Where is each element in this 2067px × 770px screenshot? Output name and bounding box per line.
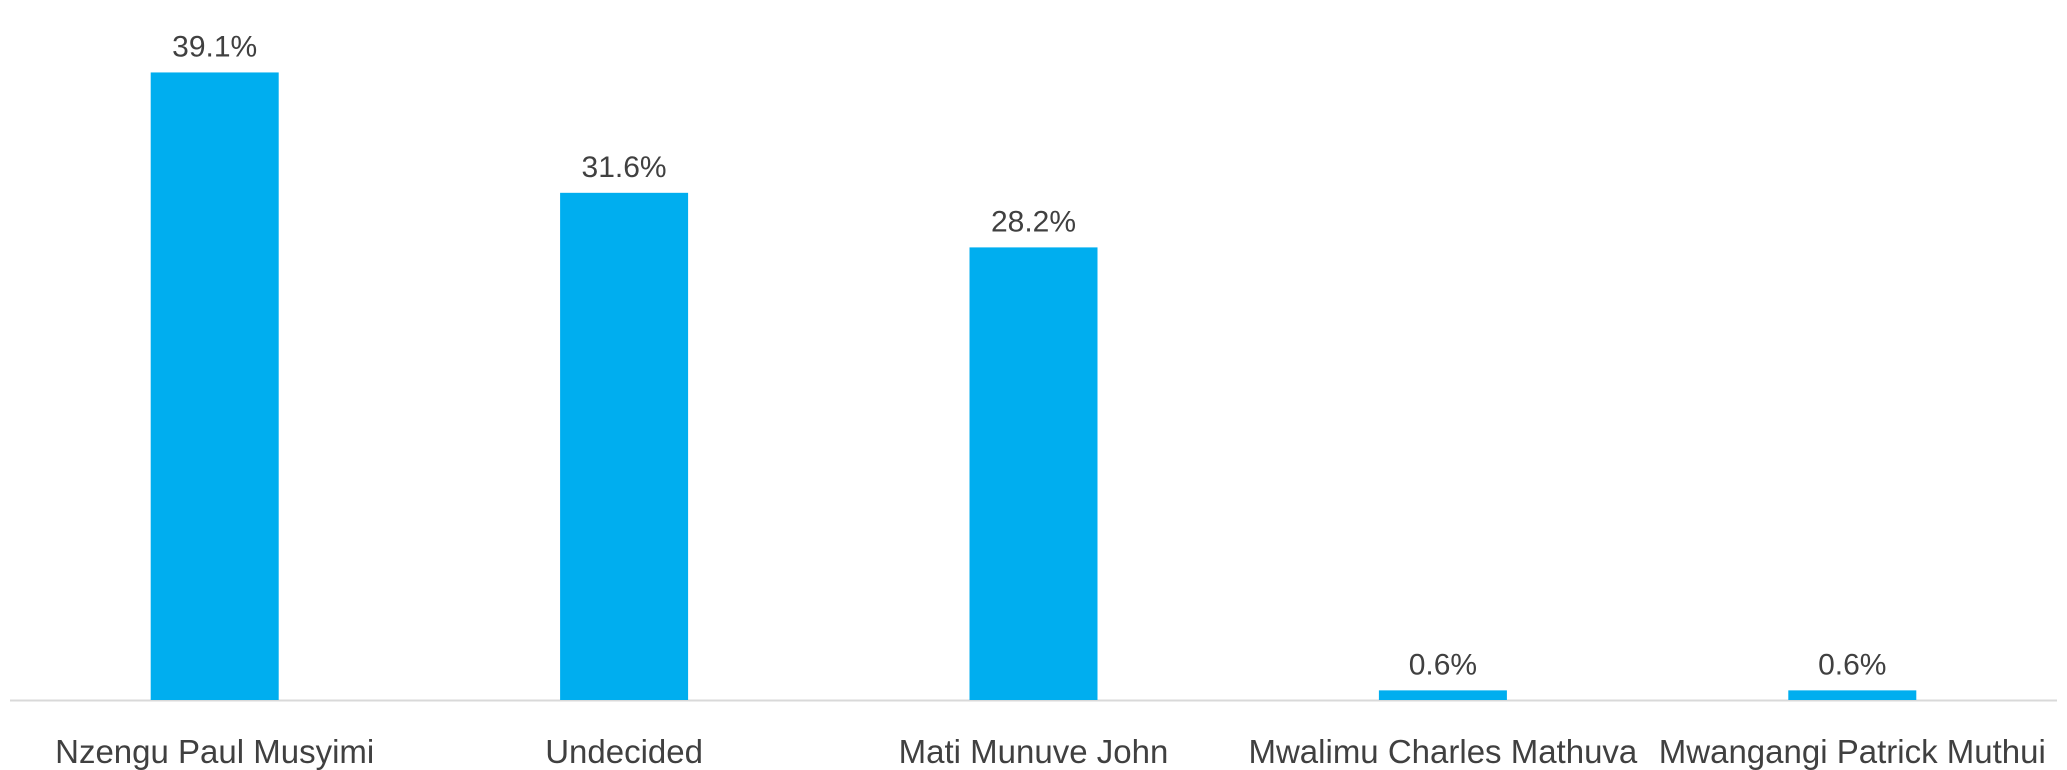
- bar-2: [969, 247, 1098, 700]
- category-label-4: Mwangangi Patrick Muthui: [1659, 733, 2046, 770]
- category-label-1: Undecided: [545, 733, 703, 770]
- data-label-2: 28.2%: [991, 205, 1076, 238]
- data-label-3: 0.6%: [1409, 648, 1477, 681]
- bar-0: [150, 72, 279, 700]
- bars-group: [150, 72, 1917, 700]
- category-labels-group: Nzengu Paul Musyimi Undecided Mati Munuve …: [55, 733, 2046, 770]
- data-label-0: 39.1%: [172, 30, 257, 63]
- data-label-4: 0.6%: [1818, 648, 1886, 681]
- category-label-0: Nzengu Paul Musyimi: [55, 733, 374, 770]
- category-label-3: Mwalimu Charles Mathuva: [1248, 733, 1637, 770]
- category-label-2: Mati Munuve John: [899, 733, 1169, 770]
- bar-1: [560, 192, 689, 700]
- data-labels-group: 39.1% 31.6% 28.2% 0.6% 0.6%: [172, 30, 1886, 681]
- data-label-1: 31.6%: [582, 151, 667, 184]
- bar-4: [1788, 690, 1917, 700]
- bar-3: [1378, 690, 1507, 700]
